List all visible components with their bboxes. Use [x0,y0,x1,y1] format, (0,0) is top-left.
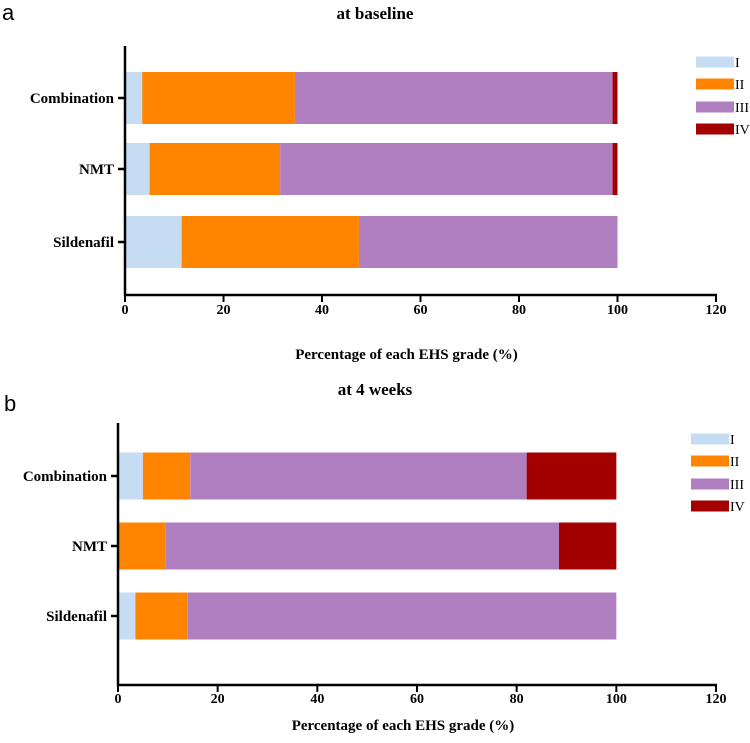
bar-nmt-grade-iii [280,143,613,195]
x-axis-label: Percentage of each EHS grade (%) [295,347,518,363]
y-tick-label: Combination [23,469,108,485]
legend-swatch-i [696,56,734,68]
bar-combination-grade-i [118,452,143,500]
x-tick-label: 60 [414,303,428,318]
bar-nmt-grade-i [125,143,150,195]
bar-sildenafil-grade-iii [358,216,618,268]
bar-nmt-grade-iii [165,522,560,570]
bar-sildenafil-grade-ii [135,592,188,640]
panel-letter: b [4,391,16,416]
legend-swatch-iii [696,101,734,113]
bar-combination-grade-ii [142,72,295,124]
y-tick-label: Combination [30,91,115,107]
x-tick-label: 20 [217,303,231,318]
legend-label: II [730,455,740,470]
y-tick-label: Sildenafil [46,609,107,625]
x-tick-label: 60 [410,692,424,707]
bar-sildenafil-grade-i [118,592,136,640]
bar-nmt-grade-ii [149,143,281,195]
bar-combination-grade-iii [294,72,613,124]
x-tick-label: 40 [310,692,324,707]
bar-nmt-grade-ii [118,522,166,570]
legend-label: I [735,56,740,71]
legend-label: III [735,101,749,116]
bar-combination-grade-iv [526,452,617,500]
bar-combination-grade-i [125,72,143,124]
panel-letter: a [2,0,15,25]
bar-sildenafil-grade-i [125,216,182,268]
bar-sildenafil-grade-iii [187,592,617,640]
bar-combination-grade-iii [190,452,527,500]
legend-label: IV [730,500,745,515]
x-tick-label: 100 [607,303,628,318]
panel-4-weeks: b at 4 weeks Combination NMT Sildenafil 0 20 40… [4,380,745,734]
legend-label: II [735,78,745,93]
legend-label: IV [735,123,750,138]
chart-title: at 4 weeks [338,380,413,399]
x-tick-label: 0 [122,303,129,318]
bar-combination-grade-ii [142,452,191,500]
legend-swatch-ii [691,455,729,467]
legend-swatch-i [691,433,729,445]
x-axis-label: Percentage of each EHS grade (%) [292,718,515,734]
x-tick-label: 120 [706,303,727,318]
x-tick-label: 120 [705,692,726,707]
y-tick-label: NMT [72,539,107,555]
bar-combination-grade-iv [612,72,618,124]
y-tick-label: Sildenafil [53,235,114,251]
legend-label: I [730,433,735,448]
legend-swatch-iv [696,123,734,135]
x-tick-label: 100 [606,692,627,707]
legend-swatch-ii [696,78,734,90]
legend-swatch-iii [691,478,729,490]
bar-nmt-grade-iv [612,143,618,195]
x-tick-label: 0 [115,692,122,707]
x-tick-label: 80 [510,692,524,707]
panel-baseline: a at baseline Combination NMT Sildenafil 0 20 4… [2,0,750,363]
x-tick-label: 80 [512,303,526,318]
bar-sildenafil-grade-ii [181,216,359,268]
legend-swatch-iv [691,500,729,512]
x-tick-label: 40 [315,303,329,318]
bar-nmt-grade-iv [559,522,617,570]
chart-title: at baseline [337,4,414,23]
x-tick-label: 20 [211,692,225,707]
y-tick-label: NMT [79,162,114,178]
legend-label: III [730,478,744,493]
